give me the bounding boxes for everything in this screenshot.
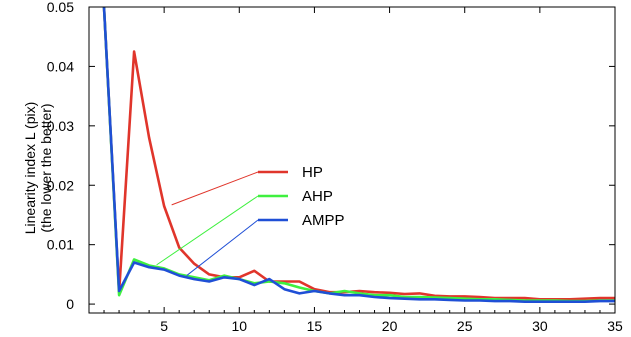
x-tick-label: 35 [607, 318, 623, 334]
x-tick-label: 10 [231, 318, 247, 334]
x-tick-label: 5 [160, 318, 168, 334]
axis-ticks: 510152025303500.010.020.030.040.05 [47, 0, 623, 334]
legend: HP AHP AMPP [258, 164, 345, 229]
legend-label-ahp: AHP [302, 188, 333, 205]
series-line-ampp [104, 7, 615, 302]
series-layer [104, 7, 615, 302]
legend-leader-ampp [187, 220, 258, 276]
y-tick-label: 0 [66, 296, 74, 312]
x-tick-label: 15 [307, 318, 323, 334]
plot-frame [89, 7, 615, 313]
y-axis-label-line1: Linearity index L (pix) [22, 102, 38, 235]
x-tick-label: 20 [382, 318, 398, 334]
y-tick-label: 0.01 [47, 237, 74, 253]
series-line-hp [104, 7, 615, 299]
y-tick-label: 0.04 [47, 58, 74, 74]
series-line-ahp [104, 7, 615, 301]
legend-leader-hp [172, 172, 258, 205]
x-tick-label: 25 [457, 318, 473, 334]
y-axis-label-line2: (the lower the better) [38, 103, 54, 232]
legend-label-hp: HP [302, 164, 323, 181]
y-tick-label: 0.05 [47, 0, 74, 15]
x-tick-label: 30 [532, 318, 548, 334]
legend-label-ampp: AMPP [302, 212, 345, 229]
